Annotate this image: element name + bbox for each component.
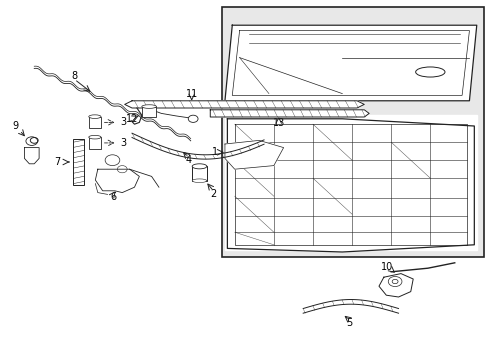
Polygon shape (224, 140, 283, 169)
Ellipse shape (142, 105, 156, 108)
Text: 7: 7 (54, 157, 60, 167)
Text: 6: 6 (110, 192, 116, 202)
Ellipse shape (89, 115, 101, 118)
Text: 9: 9 (13, 121, 19, 131)
Polygon shape (224, 115, 476, 250)
Text: 3: 3 (120, 138, 126, 148)
Ellipse shape (192, 164, 206, 169)
Text: 8: 8 (71, 71, 77, 81)
Polygon shape (227, 119, 473, 252)
Text: 5: 5 (346, 318, 352, 328)
Text: 10: 10 (380, 262, 393, 272)
Ellipse shape (415, 67, 444, 77)
Ellipse shape (192, 179, 206, 183)
Polygon shape (378, 274, 412, 297)
Polygon shape (210, 110, 368, 117)
Circle shape (188, 115, 198, 122)
Bar (89, 117, 101, 128)
Bar (142, 107, 156, 117)
Bar (89, 137, 101, 149)
Ellipse shape (89, 135, 101, 139)
Text: 2: 2 (210, 189, 216, 199)
Bar (222, 7, 483, 257)
Text: 1: 1 (212, 147, 218, 157)
Text: 12: 12 (125, 114, 138, 124)
Text: 13: 13 (272, 118, 285, 129)
Bar (73, 139, 84, 185)
Polygon shape (224, 25, 476, 101)
Text: 4: 4 (185, 155, 191, 165)
Bar (192, 166, 206, 181)
Polygon shape (24, 148, 39, 164)
Text: 3: 3 (120, 117, 126, 127)
Polygon shape (95, 169, 139, 193)
Polygon shape (124, 101, 364, 108)
Text: 11: 11 (185, 89, 198, 99)
